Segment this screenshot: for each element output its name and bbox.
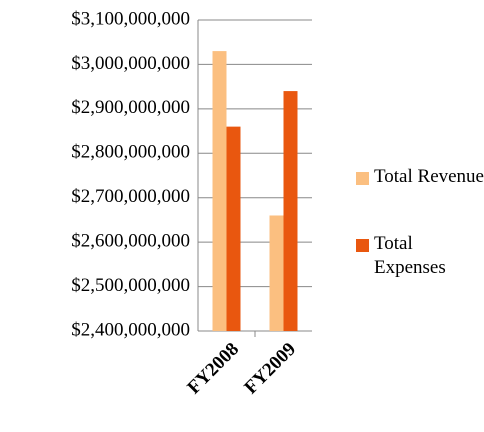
x-tick-label: FY2008 xyxy=(183,339,243,399)
legend-label: Total Revenue xyxy=(374,166,484,187)
legend-swatch xyxy=(356,239,369,252)
y-tick-label: $2,900,000,000 xyxy=(71,97,190,118)
y-tick-label: $3,000,000,000 xyxy=(71,53,190,74)
bar xyxy=(226,126,241,331)
bar xyxy=(269,215,284,331)
y-tick-label: $2,400,000,000 xyxy=(71,319,190,340)
legend-swatch xyxy=(356,172,369,185)
x-tick-label: FY2009 xyxy=(240,339,300,399)
y-tick-label: $2,600,000,000 xyxy=(71,231,190,252)
y-tick-label: $2,800,000,000 xyxy=(71,142,190,163)
y-tick-label: $2,500,000,000 xyxy=(71,275,190,296)
bar xyxy=(212,51,227,331)
legend-label: Total Expenses xyxy=(374,233,446,278)
bar xyxy=(283,91,298,331)
y-tick-label: $3,100,000,000 xyxy=(71,8,190,29)
y-tick-label: $2,700,000,000 xyxy=(71,186,190,207)
